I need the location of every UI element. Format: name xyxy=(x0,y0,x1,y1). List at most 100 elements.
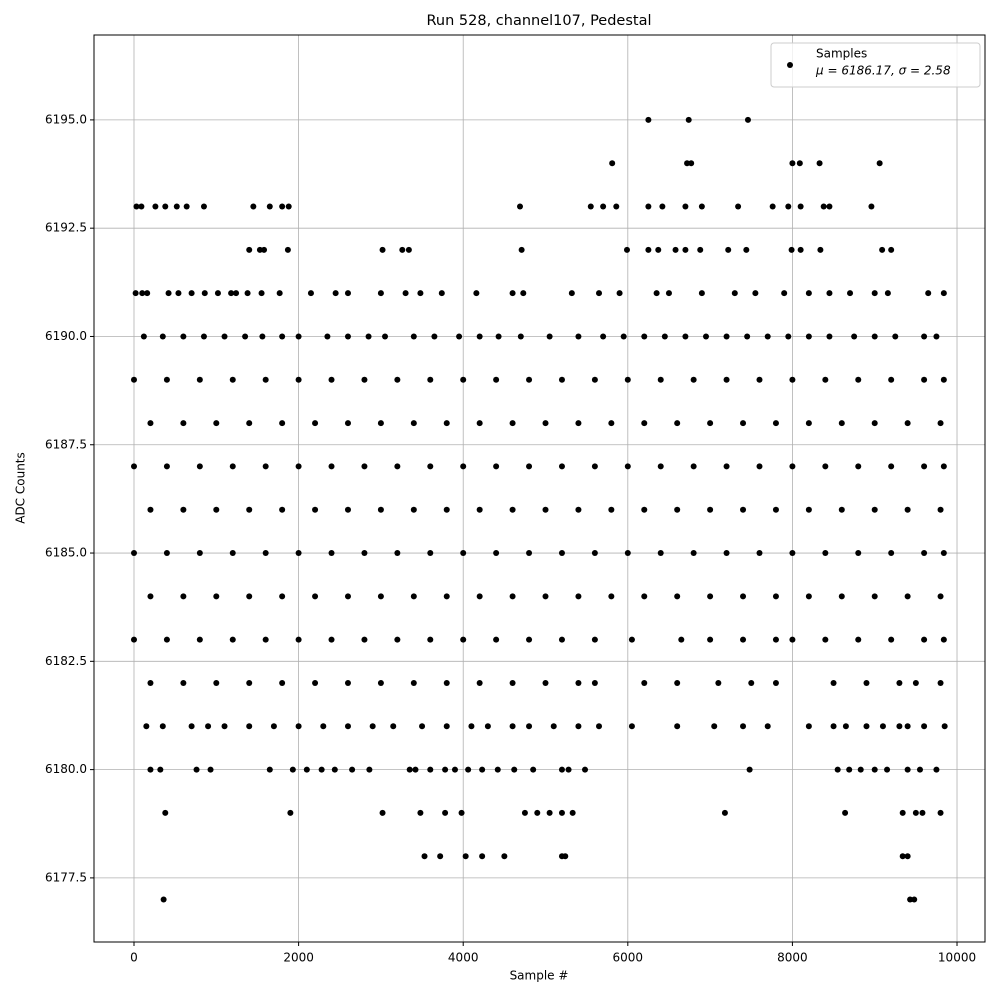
point xyxy=(144,290,151,297)
point xyxy=(516,203,523,210)
point xyxy=(394,376,401,383)
point xyxy=(331,766,338,773)
x-tick-label: 10000 xyxy=(938,951,976,965)
point xyxy=(349,766,356,773)
point xyxy=(772,593,779,600)
point xyxy=(940,550,947,557)
point xyxy=(628,723,635,730)
point xyxy=(520,290,527,297)
point xyxy=(822,376,829,383)
point xyxy=(279,333,286,340)
point xyxy=(863,723,870,730)
point xyxy=(276,290,283,297)
point xyxy=(344,679,351,686)
point xyxy=(744,333,751,340)
point xyxy=(427,550,434,557)
y-tick-label: 6177.5 xyxy=(45,870,87,884)
point xyxy=(921,723,928,730)
point xyxy=(558,463,565,470)
point xyxy=(587,203,594,210)
point xyxy=(443,506,450,513)
point xyxy=(460,550,467,557)
point xyxy=(262,636,269,643)
point xyxy=(690,463,697,470)
point xyxy=(509,506,516,513)
point xyxy=(159,333,166,340)
point xyxy=(312,679,319,686)
point xyxy=(180,420,187,427)
point xyxy=(419,723,426,730)
point xyxy=(473,290,480,297)
point xyxy=(160,896,167,903)
point xyxy=(657,463,664,470)
point xyxy=(740,593,747,600)
point xyxy=(826,333,833,340)
point xyxy=(143,723,150,730)
point xyxy=(565,766,572,773)
point xyxy=(884,290,891,297)
point xyxy=(132,290,139,297)
x-tick-label: 6000 xyxy=(613,951,644,965)
point xyxy=(377,506,384,513)
point xyxy=(468,723,475,730)
x-tick-label: 0 xyxy=(130,951,138,965)
point xyxy=(684,160,691,167)
point xyxy=(451,766,458,773)
point xyxy=(740,723,747,730)
point xyxy=(344,593,351,600)
point xyxy=(163,550,170,557)
point xyxy=(246,506,253,513)
point xyxy=(876,160,883,167)
point xyxy=(904,593,911,600)
point xyxy=(855,463,862,470)
point xyxy=(479,853,486,860)
point xyxy=(820,203,827,210)
point xyxy=(285,203,292,210)
point xyxy=(616,290,623,297)
point xyxy=(312,506,319,513)
point xyxy=(295,333,302,340)
point xyxy=(196,636,203,643)
point xyxy=(266,203,273,210)
point xyxy=(458,809,465,816)
point xyxy=(442,766,449,773)
point xyxy=(295,376,302,383)
point xyxy=(328,376,335,383)
y-tick-label: 6195.0 xyxy=(45,112,87,126)
legend: Samples μ = 6186.17, σ = 2.58 xyxy=(770,42,981,88)
point xyxy=(229,636,236,643)
point xyxy=(476,420,483,427)
y-tick-label: 6190.0 xyxy=(45,329,87,343)
point xyxy=(410,420,417,427)
point xyxy=(904,420,911,427)
point xyxy=(405,246,412,253)
point xyxy=(163,636,170,643)
point xyxy=(674,420,681,427)
legend-label: Samples xyxy=(816,47,867,61)
point xyxy=(846,766,853,773)
point xyxy=(575,506,582,513)
marks xyxy=(130,116,948,903)
point xyxy=(659,203,666,210)
point xyxy=(851,333,858,340)
point xyxy=(937,593,944,600)
point xyxy=(575,723,582,730)
point xyxy=(940,376,947,383)
point xyxy=(361,463,368,470)
point xyxy=(518,246,525,253)
point xyxy=(542,420,549,427)
point xyxy=(262,376,269,383)
point xyxy=(521,809,528,816)
point xyxy=(596,290,603,297)
point xyxy=(147,766,154,773)
point xyxy=(262,550,269,557)
point xyxy=(746,766,753,773)
point xyxy=(620,333,627,340)
point xyxy=(723,376,730,383)
point xyxy=(382,333,389,340)
point xyxy=(888,550,895,557)
point xyxy=(711,723,718,730)
point xyxy=(417,809,424,816)
